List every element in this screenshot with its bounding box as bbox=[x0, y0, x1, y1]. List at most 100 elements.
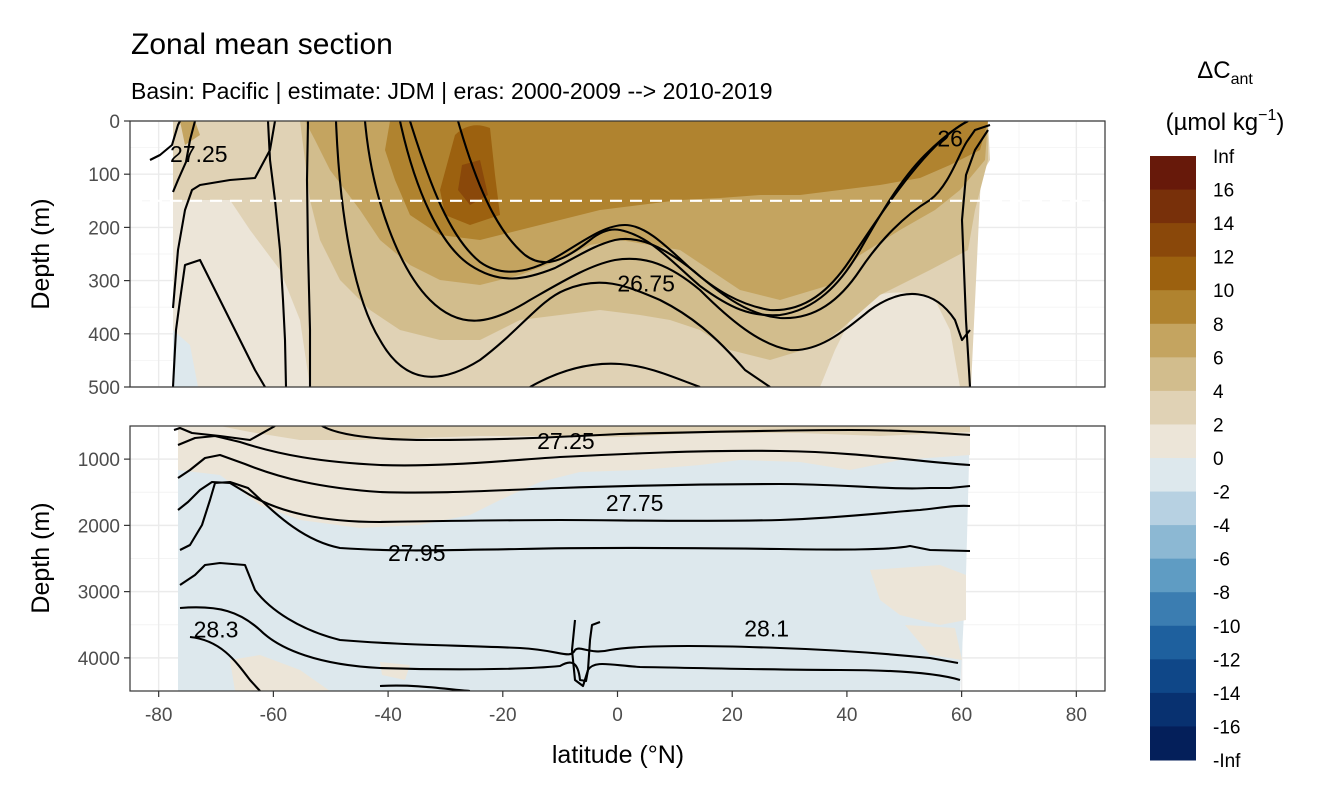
legend-label: -2 bbox=[1213, 483, 1230, 504]
legend-swatch bbox=[1150, 726, 1196, 761]
legend-label: 6 bbox=[1213, 348, 1224, 369]
contour-lower-2 bbox=[321, 426, 971, 442]
legend-swatch bbox=[1150, 491, 1196, 526]
x-tick-label: -40 bbox=[374, 705, 401, 726]
contour-upper-4 bbox=[171, 258, 266, 387]
y-tick-label: 0 bbox=[109, 112, 120, 133]
legend-label: 10 bbox=[1213, 281, 1234, 302]
upper-field-zero bbox=[173, 330, 198, 387]
upper-field-light bbox=[173, 200, 960, 387]
contour-label: 27.75 bbox=[606, 490, 664, 516]
legend-colorbar bbox=[1150, 156, 1196, 761]
legend-title-main: ΔC bbox=[1197, 57, 1230, 84]
legend-label: 12 bbox=[1213, 248, 1234, 269]
legend-label: 8 bbox=[1213, 315, 1224, 336]
lower-field-positive-right bbox=[870, 565, 966, 660]
legend-label: 2 bbox=[1213, 415, 1224, 436]
x-tick-label: 40 bbox=[836, 705, 857, 726]
y-tick-label: 4000 bbox=[78, 649, 120, 670]
contour-upper-2 bbox=[172, 121, 197, 193]
contour-upper-12 bbox=[529, 362, 701, 387]
y-tick-label: 2000 bbox=[78, 516, 120, 537]
legend-swatch bbox=[1150, 458, 1196, 493]
legend-label: Inf bbox=[1213, 147, 1235, 168]
chart-subtitle: Basin: Pacific | estimate: JDM | eras: 2… bbox=[131, 78, 773, 104]
y-tick-label: 200 bbox=[88, 218, 120, 239]
legend-label: -16 bbox=[1213, 717, 1240, 738]
y-tick-label: 400 bbox=[88, 325, 120, 346]
contour-label: 26 bbox=[937, 126, 963, 152]
y-tick-label: 3000 bbox=[78, 583, 120, 604]
legend-swatch bbox=[1150, 323, 1196, 358]
contour-label: 27.95 bbox=[388, 540, 446, 566]
legend-swatch bbox=[1150, 357, 1196, 392]
upper-field-8to10 bbox=[385, 121, 988, 240]
legend-label: 4 bbox=[1213, 382, 1224, 403]
y-tick-label: 300 bbox=[88, 272, 120, 293]
x-tick-label: 20 bbox=[722, 705, 743, 726]
contour-lower-5 bbox=[177, 480, 971, 524]
contour-upper-3 bbox=[171, 121, 277, 309]
lower-field-positive-left bbox=[230, 655, 410, 691]
contour-upper-8 bbox=[363, 121, 971, 352]
contour-lower-4 bbox=[177, 453, 971, 494]
legend-unit: (µmol kg−1) bbox=[1166, 107, 1285, 136]
legend-swatch bbox=[1150, 558, 1196, 593]
lower-field-2to4 bbox=[220, 426, 970, 440]
legend-title: ΔCant bbox=[1197, 57, 1253, 88]
x-axis: -80 -60 -40 -20 0 20 40 60 80 bbox=[145, 691, 1087, 726]
legend-label: -12 bbox=[1213, 650, 1240, 671]
legend-label: 0 bbox=[1213, 449, 1224, 470]
legend-label: -8 bbox=[1213, 583, 1230, 604]
contour-upper-7 bbox=[334, 121, 771, 387]
contour-lower-7 bbox=[179, 561, 959, 665]
legend-label: 14 bbox=[1213, 214, 1235, 235]
contour-lower-6 bbox=[179, 480, 971, 553]
y-tick-label: 1000 bbox=[78, 450, 120, 471]
legend-swatch bbox=[1150, 592, 1196, 627]
upper-y-axis-title: Depth (m) bbox=[27, 198, 55, 309]
y-tick-label: 500 bbox=[88, 378, 120, 399]
legend-swatch bbox=[1150, 625, 1196, 660]
upper-contours bbox=[149, 121, 991, 387]
legend-swatch bbox=[1150, 156, 1196, 191]
contour-lower-9 bbox=[189, 635, 261, 691]
legend-labels: Inf 16 14 12 10 8 6 4 2 0 -2 -4 -6 -8 -10 -12 -14 -16 -Inf bbox=[1213, 147, 1241, 772]
legend-swatch bbox=[1150, 659, 1196, 694]
contour-label: 28.3 bbox=[194, 616, 239, 642]
legend-label: 16 bbox=[1213, 181, 1234, 202]
x-tick-label: 80 bbox=[1066, 705, 1087, 726]
legend-unit-text: (µmol kg bbox=[1166, 109, 1259, 136]
legend-title-sub: ant bbox=[1231, 71, 1254, 88]
x-axis-title: latitude (°N) bbox=[552, 741, 684, 769]
legend-swatch bbox=[1150, 290, 1196, 325]
contour-lower-3 bbox=[177, 434, 971, 467]
y-tick-label: 100 bbox=[88, 165, 120, 186]
legend-label: -6 bbox=[1213, 550, 1230, 571]
legend-swatch bbox=[1150, 256, 1196, 291]
legend-label: -Inf bbox=[1213, 751, 1241, 772]
legend-unit-sup: −1 bbox=[1258, 107, 1276, 124]
legend-label: -4 bbox=[1213, 516, 1230, 537]
lower-y-axis: 1000 2000 3000 4000 bbox=[78, 450, 130, 670]
lower-contour-labels: 27.25 27.75 27.95 28.3 28.1 bbox=[194, 428, 789, 642]
upper-panel-border bbox=[129, 120, 1106, 388]
upper-y-axis: 0 100 200 300 400 500 bbox=[88, 112, 130, 399]
legend-swatch bbox=[1150, 223, 1196, 258]
legend-swatch bbox=[1150, 692, 1196, 727]
contour-lower-1 bbox=[173, 426, 276, 442]
x-tick-label: -60 bbox=[260, 705, 287, 726]
legend-swatch bbox=[1150, 189, 1196, 224]
x-tick-label: 60 bbox=[951, 705, 972, 726]
upper-field-12to14 bbox=[458, 160, 488, 205]
upper-panel: 0 100 200 300 400 500 27.25 26.75 26 Depth (m) bbox=[27, 112, 1106, 399]
upper-contour-labels: 27.25 26.75 26 bbox=[170, 126, 963, 297]
chart-title: Zonal mean section bbox=[131, 28, 393, 61]
legend-label: -14 bbox=[1213, 684, 1241, 705]
legend-swatch bbox=[1150, 424, 1196, 459]
x-tick-label: -80 bbox=[145, 705, 172, 726]
contour-lower-11 bbox=[570, 619, 601, 688]
lower-y-axis-title: Depth (m) bbox=[27, 502, 55, 613]
legend: ΔCant (µmol kg−1) Inf 16 14 12 10 8 6 4 2 0 -2 -4 -6… bbox=[1150, 57, 1284, 772]
